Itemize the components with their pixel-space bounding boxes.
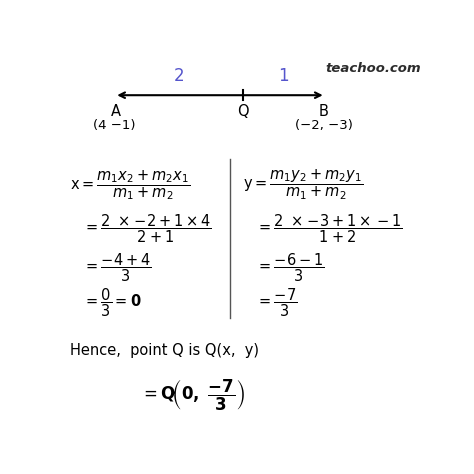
Text: $= \dfrac{-6 - 1}{3}$: $= \dfrac{-6 - 1}{3}$ <box>256 251 325 283</box>
Text: teachoo.com: teachoo.com <box>326 63 421 75</box>
Text: A: A <box>111 104 121 119</box>
Text: $= \dfrac{-4 + 4}{3}$: $= \dfrac{-4 + 4}{3}$ <box>83 251 152 283</box>
Text: Hence,  point Q is Q(x,  y): Hence, point Q is Q(x, y) <box>70 343 259 358</box>
Text: $= \dfrac{-7}{3}$: $= \dfrac{-7}{3}$ <box>256 287 297 319</box>
Text: $\mathregular{x} = \dfrac{m_1x_2 + m_2x_1}{m_1 + m_2}$: $\mathregular{x} = \dfrac{m_1x_2 + m_2x_… <box>70 168 191 202</box>
Text: B: B <box>319 104 328 119</box>
Text: $= \mathbf{Q}\!\left(\mathbf{0,}\ \dfrac{\mathbf{-7}}{\mathbf{3}}\right)$: $= \mathbf{Q}\!\left(\mathbf{0,}\ \dfrac… <box>140 378 246 413</box>
Text: $\mathregular{y} = \dfrac{m_1y_2 + m_2y_1}{m_1 + m_2}$: $\mathregular{y} = \dfrac{m_1y_2 + m_2y_… <box>243 168 363 202</box>
Text: $= \dfrac{2\ \times\! -\!2 + 1 \times 4}{2 + 1}$: $= \dfrac{2\ \times\! -\!2 + 1 \times 4}… <box>83 212 212 245</box>
Text: $= \dfrac{2\ \times\! -\!3 + 1 \times -1}{1 + 2}$: $= \dfrac{2\ \times\! -\!3 + 1 \times -1… <box>256 212 403 245</box>
Text: $= \dfrac{0}{3} = \mathbf{0}$: $= \dfrac{0}{3} = \mathbf{0}$ <box>83 287 142 319</box>
Text: 2: 2 <box>173 67 184 85</box>
Text: 1: 1 <box>278 67 289 85</box>
Text: Q: Q <box>237 104 249 119</box>
Text: (−2, −3): (−2, −3) <box>295 119 353 132</box>
Text: (4 −1): (4 −1) <box>93 119 136 132</box>
